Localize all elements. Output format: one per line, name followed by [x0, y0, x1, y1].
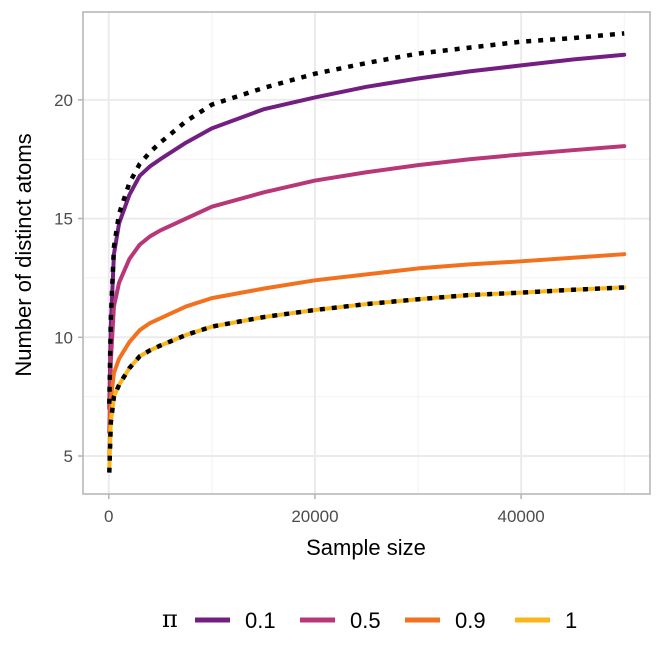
- series-line-upper-bound: [107, 31, 625, 404]
- x-tick-label: 20000: [291, 507, 338, 526]
- y-tick-label: 15: [54, 210, 73, 229]
- y-axis-title: Number of distinct atoms: [11, 133, 36, 376]
- series-layer: [107, 31, 627, 473]
- legend-label-0.9: 0.9: [455, 608, 486, 633]
- series-line-0.1: [107, 52, 627, 411]
- series-line-0.5: [107, 144, 627, 435]
- legend-title: π: [162, 605, 178, 633]
- x-tick-label: 40000: [497, 507, 544, 526]
- legend-label-0.5: 0.5: [350, 608, 381, 633]
- y-tick-label: 5: [64, 447, 73, 466]
- panel-border: [82, 11, 651, 495]
- legend-label-0.1: 0.1: [245, 608, 276, 633]
- legend-entries: 0.1 0.5 0.9 1: [195, 608, 577, 633]
- series-line-0.9: [107, 252, 627, 459]
- axis-ticks: 0 20000 40000 5 10 15 20: [54, 91, 545, 526]
- y-tick-label: 10: [54, 328, 73, 347]
- x-axis-title: Sample size: [306, 535, 426, 560]
- y-tick-label: 20: [54, 91, 73, 110]
- x-tick-label: 0: [104, 507, 113, 526]
- series-line-lower-bound: [107, 285, 625, 473]
- legend: π 0.1 0.5 0.9 1: [162, 605, 577, 633]
- legend-label-1: 1: [565, 608, 577, 633]
